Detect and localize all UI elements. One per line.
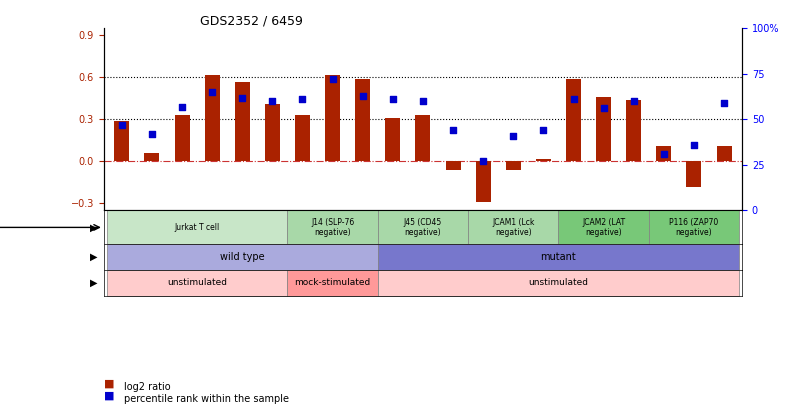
- Point: [357, 92, 369, 99]
- Point: [717, 100, 730, 106]
- Text: ▶: ▶: [90, 278, 97, 288]
- Bar: [295, 115, 310, 161]
- Point: [266, 98, 279, 104]
- Point: [507, 132, 519, 139]
- Point: [236, 94, 249, 101]
- Text: log2 ratio: log2 ratio: [124, 382, 170, 392]
- Bar: [536, 158, 551, 161]
- Text: percentile rank within the sample: percentile rank within the sample: [124, 394, 289, 404]
- Bar: [656, 146, 671, 161]
- Text: JCAM1 (Lck
negative): JCAM1 (Lck negative): [492, 218, 535, 237]
- Text: J14 (SLP-76
negative): J14 (SLP-76 negative): [311, 218, 354, 237]
- Text: unstimulated: unstimulated: [167, 278, 227, 288]
- FancyBboxPatch shape: [107, 245, 377, 270]
- Bar: [325, 75, 340, 161]
- Point: [417, 98, 429, 104]
- Point: [206, 89, 219, 95]
- Point: [537, 127, 550, 134]
- Bar: [416, 115, 430, 161]
- Text: JCAM2 (LAT
negative): JCAM2 (LAT negative): [582, 218, 625, 237]
- Point: [326, 76, 339, 83]
- Text: unstimulated: unstimulated: [528, 278, 588, 288]
- Point: [447, 127, 460, 134]
- Text: ■: ■: [104, 391, 114, 401]
- Bar: [175, 115, 190, 161]
- FancyBboxPatch shape: [287, 210, 377, 245]
- Point: [296, 96, 309, 102]
- Bar: [476, 161, 491, 202]
- Bar: [626, 100, 642, 161]
- Bar: [144, 153, 160, 161]
- FancyBboxPatch shape: [468, 210, 559, 245]
- Text: J45 (CD45
negative): J45 (CD45 negative): [404, 218, 442, 237]
- Text: ▶: ▶: [90, 222, 97, 232]
- Point: [476, 158, 489, 164]
- Point: [688, 142, 701, 148]
- Bar: [686, 161, 701, 187]
- FancyBboxPatch shape: [559, 210, 649, 245]
- Bar: [717, 146, 732, 161]
- Bar: [385, 118, 401, 161]
- Point: [176, 103, 188, 110]
- Bar: [204, 75, 219, 161]
- Bar: [114, 121, 129, 161]
- Point: [116, 122, 128, 128]
- Text: GDS2352 / 6459: GDS2352 / 6459: [200, 14, 302, 27]
- Text: ▶: ▶: [90, 252, 97, 262]
- Text: P116 (ZAP70
negative): P116 (ZAP70 negative): [670, 218, 718, 237]
- Point: [567, 96, 580, 102]
- Point: [658, 151, 670, 157]
- Text: Jurkat T cell: Jurkat T cell: [175, 223, 219, 232]
- FancyBboxPatch shape: [287, 270, 377, 296]
- Bar: [235, 81, 250, 161]
- Text: ■: ■: [104, 379, 114, 389]
- Bar: [596, 97, 611, 161]
- FancyBboxPatch shape: [649, 210, 739, 245]
- Bar: [506, 161, 521, 170]
- Bar: [355, 79, 370, 161]
- Point: [386, 96, 399, 102]
- Text: mock-stimulated: mock-stimulated: [294, 278, 371, 288]
- Point: [145, 131, 158, 137]
- FancyBboxPatch shape: [377, 270, 739, 296]
- Bar: [445, 161, 460, 170]
- FancyBboxPatch shape: [377, 245, 739, 270]
- FancyBboxPatch shape: [107, 270, 287, 296]
- Bar: [265, 104, 280, 161]
- Text: wild type: wild type: [220, 252, 265, 262]
- Point: [627, 98, 640, 104]
- Bar: [566, 79, 581, 161]
- FancyBboxPatch shape: [377, 210, 468, 245]
- Text: mutant: mutant: [540, 252, 576, 262]
- FancyBboxPatch shape: [107, 210, 287, 245]
- Point: [597, 105, 610, 112]
